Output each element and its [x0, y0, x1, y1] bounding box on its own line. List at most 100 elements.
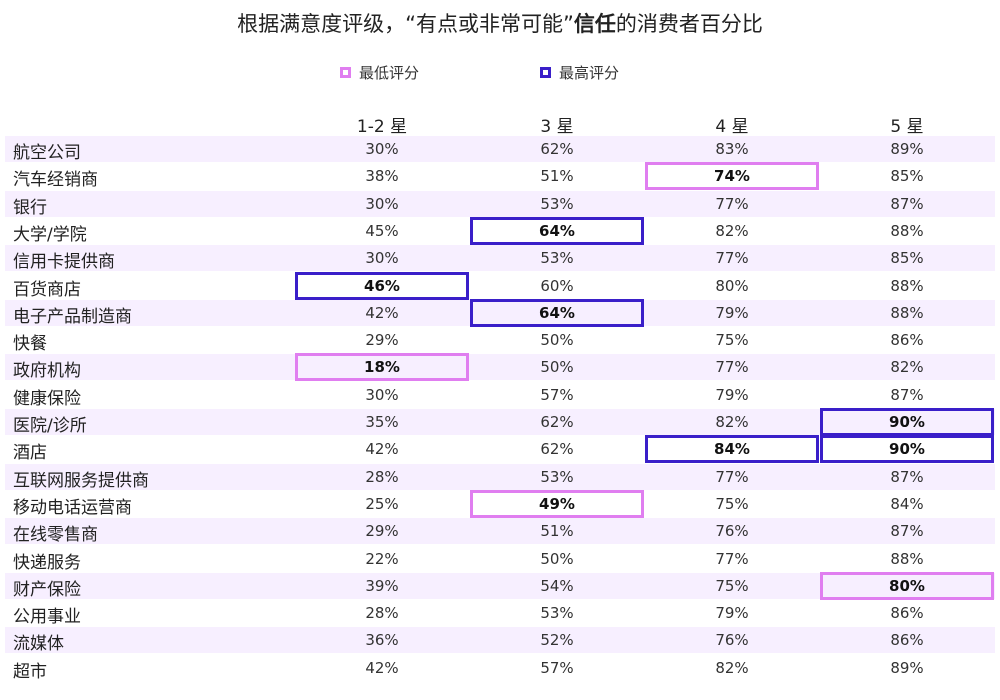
- table-cell: 85%: [890, 167, 924, 186]
- table-cell: 87%: [890, 385, 924, 404]
- row-label: 移动电话运营商: [13, 497, 132, 518]
- row-label: 在线零售商: [13, 525, 98, 546]
- table-cell: 51%: [540, 522, 574, 541]
- table-row: 超市 42% 57% 82% 89%: [5, 655, 995, 682]
- table-cell: 50%: [540, 331, 574, 350]
- table-cell: 85%: [890, 249, 924, 268]
- table-cell: 36%: [365, 631, 399, 650]
- legend-swatch-lowest: [340, 67, 351, 78]
- row-label: 医院/诊所: [13, 416, 87, 436]
- table-cell: 88%: [890, 549, 924, 568]
- table-cell: 42%: [365, 658, 399, 677]
- table-cell: 25%: [365, 494, 399, 513]
- row-label: 公用事业: [13, 607, 81, 628]
- row-label: 互联网服务提供商: [13, 470, 149, 491]
- chart-title-suffix: 的消费者百分比: [615, 12, 763, 36]
- row-label: 航空公司: [13, 143, 81, 163]
- row-label: 快递服务: [13, 552, 81, 573]
- table-cell: 35%: [365, 413, 399, 431]
- row-label: 健康保险: [13, 388, 81, 409]
- row-label: 信用卡提供商: [13, 252, 115, 273]
- column-header: 4 星: [715, 117, 749, 137]
- row-label: 超市: [13, 661, 47, 682]
- table-row: 快餐 29% 50% 75% 86%: [5, 327, 995, 355]
- table-row: 大学/学院 45% 64% 82% 88%: [5, 216, 995, 245]
- table-cell: 38%: [365, 167, 399, 186]
- table-cell: 77%: [715, 249, 749, 268]
- table-cell: 88%: [890, 276, 924, 295]
- table-cell: 29%: [365, 522, 399, 541]
- table-row: 在线零售商 29% 51% 76% 87%: [5, 518, 995, 546]
- table-cell-highest: 90%: [820, 435, 994, 464]
- table-cell: 42%: [365, 303, 399, 322]
- table-cell: 57%: [540, 385, 574, 404]
- row-label: 快餐: [13, 334, 47, 355]
- row-label: 政府机构: [13, 361, 81, 382]
- table-cell: 30%: [365, 249, 399, 268]
- table-cell: 42%: [365, 440, 399, 459]
- table-cell: 88%: [890, 303, 924, 322]
- table-cell-lowest: 80%: [820, 571, 994, 600]
- table-row: 航空公司 30% 62% 83% 89%: [5, 136, 995, 163]
- table-cell-lowest: 74%: [645, 162, 819, 191]
- table-row: 互联网服务提供商 28% 53% 77% 87%: [5, 463, 995, 491]
- row-label: 汽车经销商: [13, 170, 98, 191]
- table-cell: 54%: [540, 576, 574, 595]
- table-cell: 52%: [540, 631, 574, 650]
- table-cell: 30%: [365, 194, 399, 213]
- row-label: 银行: [13, 197, 47, 218]
- table-cell: 62%: [540, 440, 574, 459]
- column-header: 5 星: [890, 117, 924, 137]
- legend-item-highest: 最高评分: [540, 62, 619, 83]
- table-cell: 77%: [715, 358, 749, 377]
- table-cell: 89%: [890, 140, 924, 158]
- table-cell: 79%: [715, 604, 749, 623]
- table-cell: 53%: [540, 604, 574, 623]
- table-cell: 87%: [890, 467, 924, 486]
- table-row: 汽车经销商 38% 51% 74% 85%: [5, 162, 995, 191]
- table-cell: 80%: [715, 276, 749, 295]
- row-label: 大学/学院: [13, 224, 87, 245]
- table-cell-highest: 46%: [295, 271, 469, 300]
- table-row: 移动电话运营商 25% 49% 75% 84%: [5, 489, 995, 518]
- table-cell: 62%: [540, 140, 574, 158]
- table-row: 健康保险 30% 57% 79% 87%: [5, 382, 995, 409]
- table-cell: 86%: [890, 604, 924, 623]
- table-cell: 28%: [365, 604, 399, 623]
- table-cell: 30%: [365, 385, 399, 404]
- table-cell: 75%: [715, 494, 749, 513]
- table-cell: 87%: [890, 194, 924, 213]
- table-cell: 76%: [715, 631, 749, 650]
- table-row: 快递服务 22% 50% 77% 88%: [5, 546, 995, 573]
- table-cell-highest: 84%: [645, 435, 819, 464]
- table-cell-highest: 64%: [470, 216, 644, 245]
- row-label: 电子产品制造商: [13, 306, 132, 327]
- table-cell: 75%: [715, 331, 749, 350]
- table-cell: 88%: [890, 221, 924, 240]
- table-cell: 76%: [715, 522, 749, 541]
- row-label: 流媒体: [13, 634, 64, 655]
- table-cell: 77%: [715, 549, 749, 568]
- table-row: 医院/诊所 35% 62% 82% 90%: [5, 408, 995, 436]
- table-row: 银行 30% 53% 77% 87%: [5, 190, 995, 218]
- row-label: 百货商店: [13, 279, 81, 300]
- table-cell: 82%: [715, 413, 749, 431]
- table-cell: 82%: [890, 358, 924, 377]
- table-cell: 29%: [365, 331, 399, 350]
- table-row: 政府机构 18% 50% 77% 82%: [5, 353, 995, 382]
- table-cell-highest: 90%: [820, 408, 994, 436]
- table-cell: 77%: [715, 194, 749, 213]
- table-cell: 82%: [715, 658, 749, 677]
- table-cell: 50%: [540, 549, 574, 568]
- table-cell: 79%: [715, 303, 749, 322]
- table-cell: 53%: [540, 249, 574, 268]
- table-cell: 39%: [365, 576, 399, 595]
- table-cell: 53%: [540, 194, 574, 213]
- table-cell: 83%: [715, 140, 749, 158]
- table-cell: 84%: [890, 494, 924, 513]
- legend-swatch-highest: [540, 67, 551, 78]
- row-label: 酒店: [13, 443, 47, 464]
- table-cell: 86%: [890, 631, 924, 650]
- column-header: 3 星: [540, 117, 574, 137]
- table-cell: 57%: [540, 658, 574, 677]
